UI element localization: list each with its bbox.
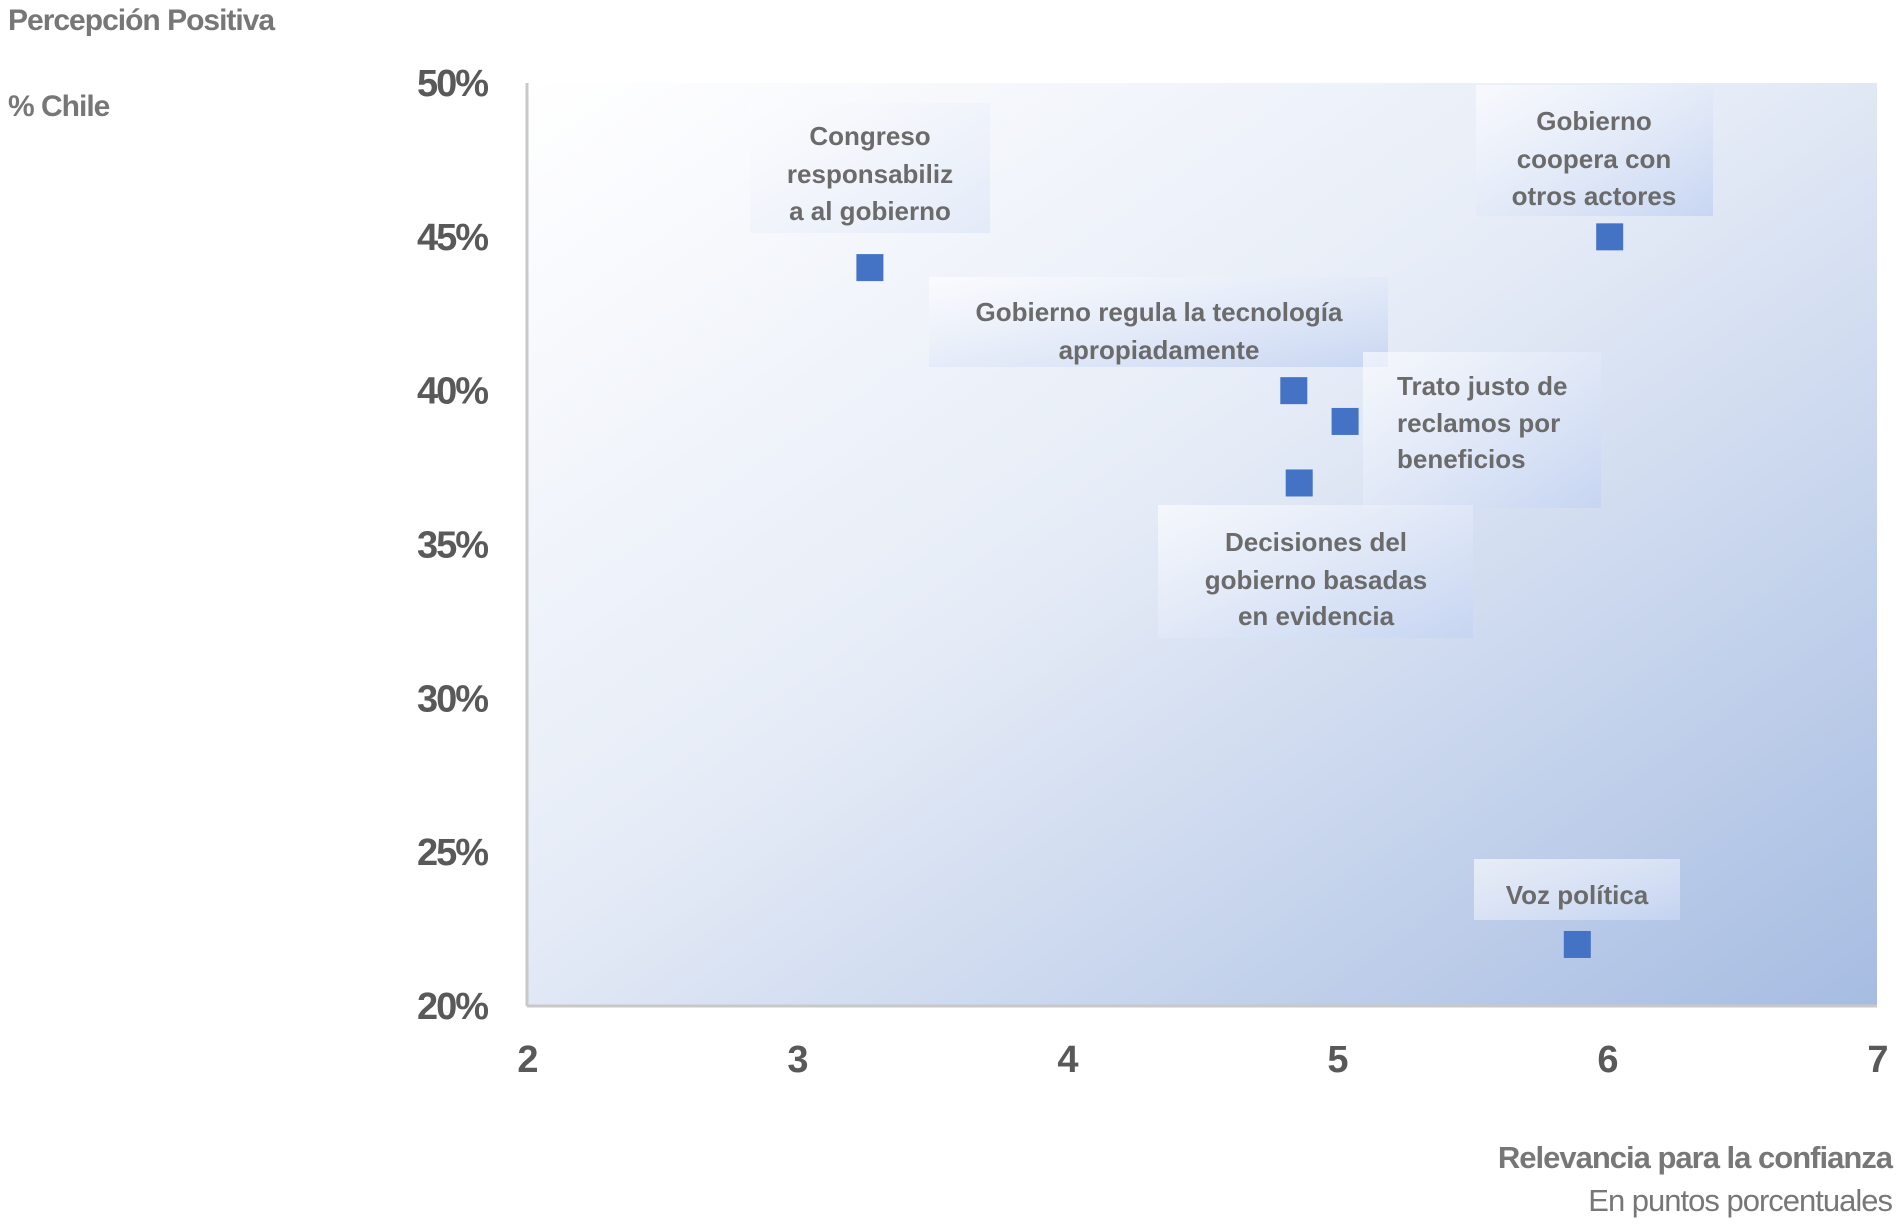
x-tick-label: 6 bbox=[1597, 1039, 1617, 1081]
x-tick-label: 2 bbox=[517, 1039, 537, 1081]
data-label: Voz política bbox=[1474, 859, 1680, 920]
data-label-text: Gobierno bbox=[1536, 106, 1652, 136]
y-tick-label: 45% bbox=[417, 217, 488, 259]
data-point bbox=[1331, 407, 1359, 435]
data-label-box bbox=[1363, 352, 1601, 508]
data-label: Trato justo de reclamos por beneficios bbox=[1363, 352, 1601, 508]
y-tick-label: 20% bbox=[417, 986, 488, 1028]
data-label-text: reclamos por bbox=[1397, 408, 1560, 438]
data-point bbox=[1280, 377, 1308, 405]
data-label-text: beneficios bbox=[1397, 444, 1526, 474]
data-label-text: coopera con bbox=[1517, 144, 1672, 174]
data-point bbox=[1563, 930, 1591, 958]
y-axis-title: Percepción Positiva bbox=[8, 4, 275, 37]
data-label: Decisiones del gobierno basadas en evidenc… bbox=[1158, 505, 1473, 638]
data-label: Gobierno regula la tecnología apropiadame… bbox=[929, 277, 1388, 367]
data-label-text: en evidencia bbox=[1238, 601, 1395, 631]
data-label-text: Congreso bbox=[809, 121, 930, 151]
y-tick-label: 25% bbox=[417, 832, 488, 874]
x-tick-label: 4 bbox=[1057, 1039, 1078, 1081]
x-tick-label: 3 bbox=[787, 1039, 807, 1081]
data-label-box bbox=[929, 277, 1388, 367]
data-label-text: Voz política bbox=[1506, 880, 1649, 910]
y-tick-label: 50% bbox=[417, 63, 488, 105]
data-label-text: gobierno basadas bbox=[1205, 565, 1428, 595]
y-axis-subtitle: % Chile bbox=[8, 90, 110, 123]
data-label-box bbox=[1474, 859, 1680, 920]
y-tick-label: 35% bbox=[417, 525, 488, 567]
data-label-text: a al gobierno bbox=[789, 196, 951, 226]
y-tick-label: 30% bbox=[417, 678, 488, 720]
data-label-text: Gobierno regula la tecnología bbox=[976, 297, 1343, 327]
data-label-box bbox=[750, 103, 990, 233]
data-label-box bbox=[1158, 505, 1473, 638]
data-label: Congreso responsabiliz a al gobierno bbox=[750, 103, 990, 233]
data-label-text: otros actores bbox=[1512, 181, 1677, 211]
x-axis-subtitle: En puntos porcentuales bbox=[1588, 1183, 1893, 1218]
data-label-text: apropiadamente bbox=[1059, 335, 1260, 365]
data-point bbox=[1596, 223, 1624, 251]
data-label-text: responsabiliz bbox=[787, 159, 953, 189]
data-label: Gobierno coopera con otros actores bbox=[1476, 85, 1713, 216]
y-tick-label: 40% bbox=[417, 371, 488, 413]
x-axis-title: Relevancia para la confianza bbox=[1497, 1140, 1893, 1175]
x-tick-label: 7 bbox=[1867, 1039, 1887, 1081]
data-point bbox=[856, 254, 884, 282]
data-label-text: Trato justo de bbox=[1397, 371, 1567, 401]
data-point bbox=[1285, 469, 1313, 497]
data-label-text: Decisiones del bbox=[1225, 527, 1407, 557]
x-tick-label: 5 bbox=[1327, 1039, 1348, 1081]
data-label-box bbox=[1476, 85, 1713, 216]
